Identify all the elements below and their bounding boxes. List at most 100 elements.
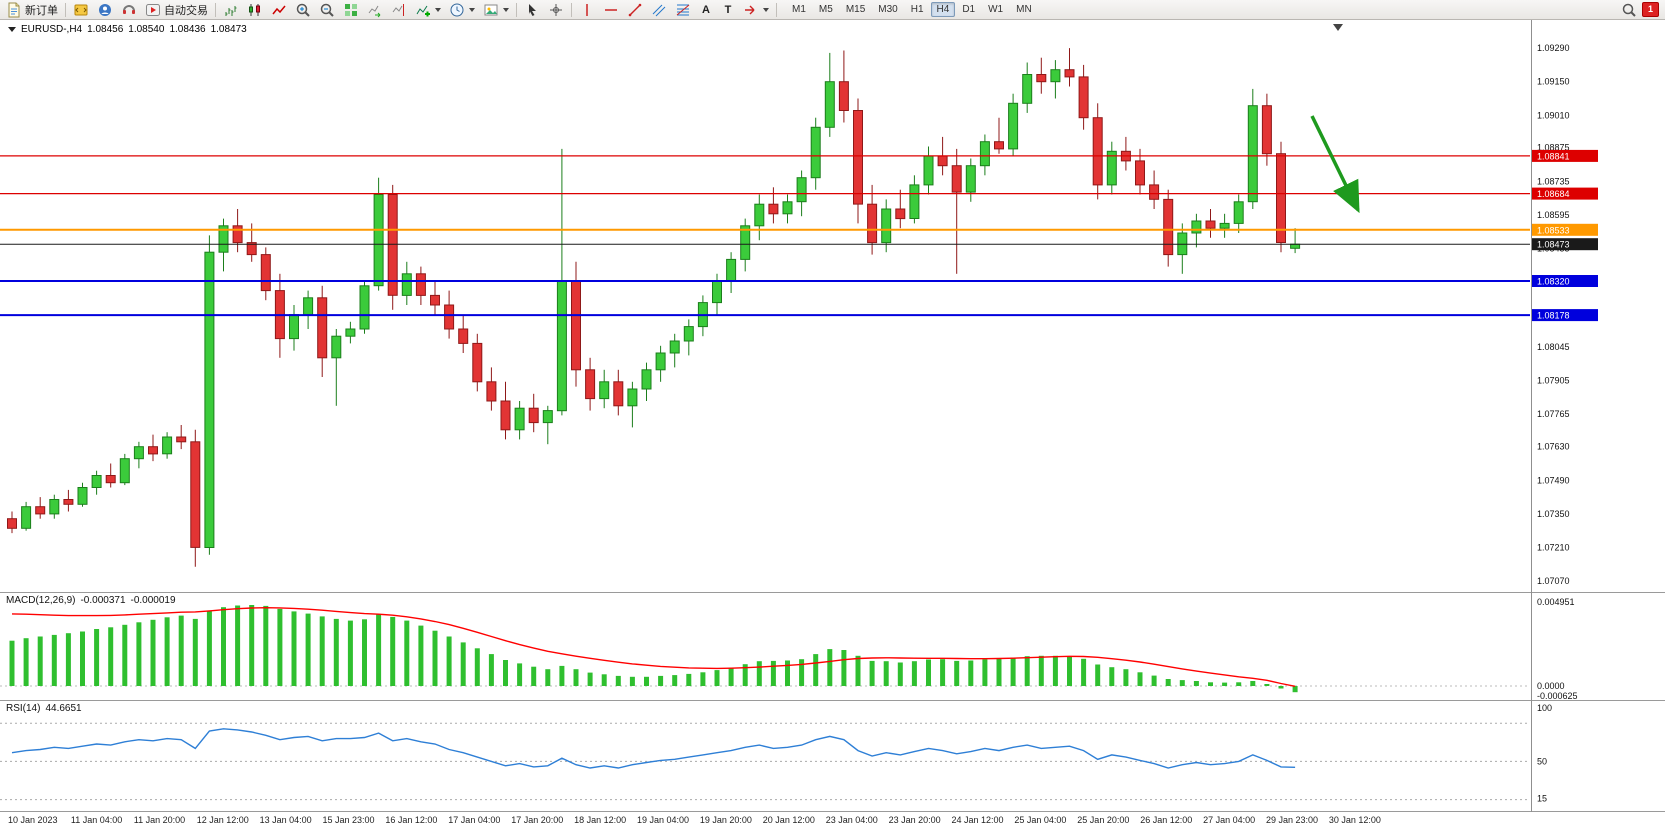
zoom-in-button[interactable] <box>291 0 315 20</box>
text-tool-icon: A <box>702 3 710 16</box>
time-axis-label: 11 Jan 04:00 <box>70 815 123 825</box>
timeframe-button-m15[interactable]: M15 <box>845 4 866 15</box>
metaeditor-icon <box>74 4 88 15</box>
text-tool-button[interactable]: A <box>695 0 717 20</box>
line-chart-button[interactable] <box>267 0 291 20</box>
metaeditor-button[interactable] <box>69 0 93 20</box>
toolbar-right-group: 1 <box>1621 2 1663 18</box>
chart-shift-marker-icon[interactable] <box>1333 24 1343 31</box>
macd-canvas: 0.004951 0.0000-0.000625 <box>0 597 1578 700</box>
time-axis-label: 26 Jan 12:00 <box>1140 815 1193 825</box>
time-axis-label: 27 Jan 04:00 <box>1203 815 1256 825</box>
horizontal-level-lines[interactable]: 1.08841 1.08684 1.08533 1.08473 1.08320 1.081… <box>0 149 1598 322</box>
tile-windows-button[interactable] <box>339 0 363 20</box>
macd-panel[interactable]: 0.004951 0.0000 -0.000625 MACD(12,26,9) -0… <box>0 593 1665 701</box>
low-value: 1.08436 <box>169 24 206 35</box>
candlestick-chart-icon <box>249 3 260 16</box>
trend-arrow-annotation[interactable] <box>1310 115 1360 214</box>
svg-text:1.08045: 1.08045 <box>1537 342 1570 352</box>
arrows-tool-button[interactable] <box>739 0 773 20</box>
tile-windows-icon <box>345 3 357 16</box>
macd-signal-value: -0.000019 <box>130 595 176 606</box>
svg-text:1.08841: 1.08841 <box>1537 151 1570 161</box>
rsi-panel[interactable]: 100 50 15 RSI(14) 44.6651 <box>0 701 1665 812</box>
timeframe-button-h4[interactable]: H4 <box>930 2 956 17</box>
cursor-tool-button[interactable] <box>520 0 544 20</box>
timeframe-button-mn[interactable]: MN <box>1016 4 1032 15</box>
channel-tool-button[interactable] <box>647 0 671 20</box>
clock-icon <box>450 3 464 16</box>
time-axis-label: 19 Jan 20:00 <box>699 815 752 825</box>
level-price-tag <box>1532 238 1598 251</box>
time-axis-label: 17 Jan 20:00 <box>511 815 564 825</box>
time-axis-label: 12 Jan 12:00 <box>196 815 249 825</box>
new-order-icon <box>8 2 20 17</box>
candlestick-chart-button[interactable] <box>243 0 267 20</box>
time-axis-label: 23 Jan 20:00 <box>888 815 941 825</box>
svg-text:0.004951: 0.004951 <box>1537 597 1575 607</box>
svg-text:1.08533: 1.08533 <box>1537 225 1570 235</box>
high-value: 1.08540 <box>128 24 165 35</box>
chart-shift-button[interactable] <box>387 0 411 20</box>
templates-button[interactable] <box>479 0 513 20</box>
zoom-in-icon <box>296 3 310 17</box>
svg-text:1.07765: 1.07765 <box>1537 409 1570 419</box>
timeframe-button-m30[interactable]: M30 <box>878 4 898 15</box>
community-button[interactable] <box>93 0 117 20</box>
time-axis-label: 23 Jan 04:00 <box>825 815 878 825</box>
time-axis-label: 10 Jan 2023 <box>8 815 58 825</box>
svg-text:1.07210: 1.07210 <box>1537 542 1570 552</box>
svg-text:1.08178: 1.08178 <box>1537 311 1570 321</box>
search-icon[interactable] <box>1621 2 1637 18</box>
symbol-collapse-icon[interactable] <box>8 27 16 32</box>
fibonacci-icon <box>676 4 690 15</box>
time-axis[interactable]: 10 Jan 2023 11 Jan 04:00 11 Jan 20:00 12 Ja… <box>0 812 1665 830</box>
autotrading-button[interactable]: 自动交易 <box>141 0 212 20</box>
crosshair-tool-button[interactable] <box>544 0 568 20</box>
macd-signal-line <box>11 606 1296 687</box>
timeframe-button-h1[interactable]: H1 <box>910 4 924 15</box>
periods-button[interactable] <box>445 0 479 20</box>
horizontal-line-tool-button[interactable] <box>599 0 623 20</box>
crosshair-icon <box>550 3 562 16</box>
toolbar-separator <box>65 2 66 17</box>
time-axis-label: 11 Jan 20:00 <box>133 815 186 825</box>
rsi-label: RSI(14) <box>6 703 41 714</box>
fibonacci-tool-button[interactable] <box>671 0 695 20</box>
svg-text:1.09010: 1.09010 <box>1537 110 1570 120</box>
price-chart-canvas[interactable]: 1.09290 1.09150 1.09010 1.08875 1.08735 1.085… <box>0 20 1665 592</box>
time-axis-label: 24 Jan 12:00 <box>951 815 1004 825</box>
price-chart-panel[interactable]: 1.09290 1.09150 1.09010 1.08875 1.08735 1.085… <box>0 20 1665 593</box>
auto-scroll-button[interactable] <box>363 0 387 20</box>
symbol-period-label: EURUSD-,H4 <box>21 24 83 35</box>
time-axis-label: 20 Jan 12:00 <box>762 815 815 825</box>
zoom-out-button[interactable] <box>315 0 339 20</box>
timeframe-button-d1[interactable]: D1 <box>962 4 976 15</box>
macd-histogram <box>9 605 1298 693</box>
support-headset-icon <box>123 4 135 14</box>
template-image-icon <box>484 4 498 15</box>
timeframe-button-m5[interactable]: M5 <box>818 4 833 15</box>
new-order-button[interactable]: 新订单 <box>2 0 62 20</box>
toolbar-separator <box>776 2 777 17</box>
autotrading-label: 自动交易 <box>164 4 208 17</box>
indicators-button[interactable] <box>411 0 445 20</box>
bar-chart-button[interactable] <box>219 0 243 20</box>
horizontal-line-icon <box>605 8 617 11</box>
svg-text:0.0000: 0.0000 <box>1537 681 1565 691</box>
equidistant-channel-icon <box>652 4 666 16</box>
close-value: 1.08473 <box>210 24 247 35</box>
line-chart-icon <box>272 5 286 14</box>
vertical-line-icon <box>586 3 588 16</box>
trendline-tool-button[interactable] <box>623 0 647 20</box>
support-button[interactable] <box>117 0 141 20</box>
svg-text:15: 15 <box>1537 794 1547 804</box>
time-axis-label: 25 Jan 20:00 <box>1077 815 1130 825</box>
timeframe-button-m1[interactable]: M1 <box>792 4 806 15</box>
vertical-line-tool-button[interactable] <box>575 0 599 20</box>
community-icon <box>99 3 111 16</box>
timeframe-button-w1[interactable]: W1 <box>988 4 1004 15</box>
notifications-badge[interactable]: 1 <box>1642 2 1659 17</box>
text-label-tool-button[interactable]: T <box>717 0 739 20</box>
